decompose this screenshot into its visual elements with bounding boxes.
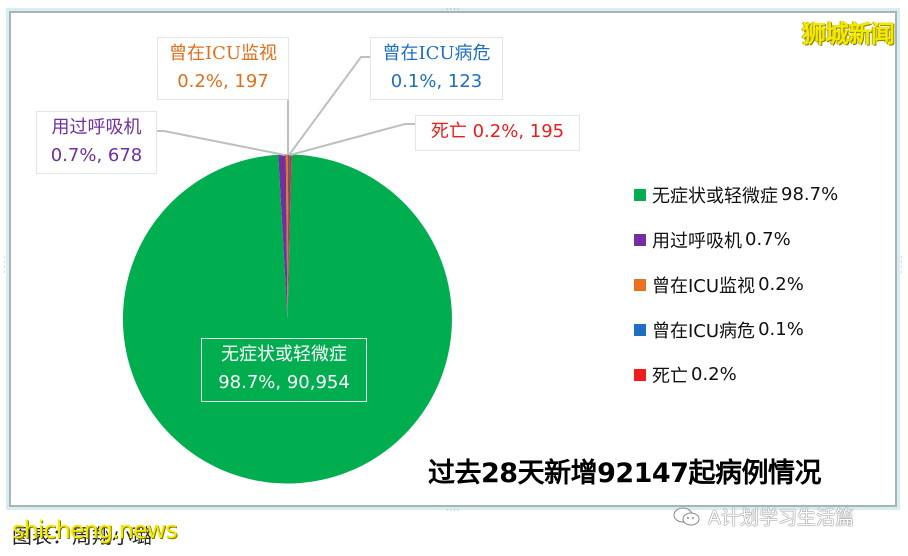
wechat-watermark-text: A计划学习生活篇 [708,507,854,529]
pie-slices [122,154,452,484]
legend-percent: 0.2% [691,364,737,385]
legend-item-ventilator: 用过呼吸机 0.7% [634,217,884,262]
data-label-icu-critical: 曾在ICU病危 0.1%, 123 [370,37,503,100]
data-label-value: 0.2%, 197 [177,71,269,92]
chart-legend: 无症状或轻微症 98.7% 用过呼吸机 0.7% 曾在ICU监视 0.2% 曾在… [634,172,884,397]
slice-icu-critical [287,154,290,319]
data-label-icu-monitor: 曾在ICU监视 0.2%, 197 [157,37,289,100]
legend-swatch-icon [634,188,646,201]
data-label-name: 曾在ICU监视 [168,43,278,64]
data-label-death: 死亡 0.2%, 195 [415,115,580,151]
resize-handle-right[interactable]: · · · · [900,253,904,277]
legend-item-mild: 无症状或轻微症 98.7% [634,172,884,217]
resize-handle-bottom[interactable]: ···· [446,506,461,515]
brand-logo: 狮城新闻 [802,20,895,48]
slice-death [287,154,292,319]
chart-frame-outer [6,8,900,510]
legend-swatch-icon [634,368,646,381]
legend-label: 曾在ICU病危 [652,320,756,342]
data-label-name: 死亡 [430,121,467,142]
legend-swatch-icon [634,233,646,246]
legend-percent: 0.7% [745,229,791,250]
site-watermark: shicheng.news [12,516,178,544]
slice-ventilator [278,154,288,319]
data-label-name: 无症状或轻微症 [221,344,347,365]
data-label-value: 0.2%, 195 [472,121,565,142]
legend-label: 死亡 [652,365,688,387]
data-label-value: 0.1%, 123 [390,71,483,92]
leader-lines [156,56,415,156]
wechat-icon [673,507,700,525]
legend-item-icu-critical: 曾在ICU病危 0.1% [634,307,884,352]
leader-line-ventilator [156,130,286,156]
legend-label: 用过呼吸机 [652,230,742,252]
wechat-watermark: A计划学习生活篇 [672,503,854,530]
data-label-name: 曾在ICU病危 [382,43,491,64]
legend-item-icu-monitor: 曾在ICU监视 0.2% [634,262,884,307]
data-label-value: 0.7%, 678 [50,145,143,166]
legend-percent: 98.7% [781,184,839,205]
data-label-mild: 无症状或轻微症 98.7%, 90,954 [201,338,367,402]
leader-line-death [289,123,415,156]
chart-title: 过去28天新增92147起病例情况 [428,458,822,489]
resize-handle-top[interactable]: ···· [446,5,461,14]
legend-percent: 0.1% [758,319,804,340]
resize-handle-left[interactable]: · · · · [3,253,7,277]
data-label-name: 用过呼吸机 [51,117,142,138]
leader-line-icu-critical [288,56,370,156]
data-label-ventilator: 用过呼吸机 0.7%, 678 [36,111,157,174]
data-label-value: 98.7%, 90,954 [218,372,350,393]
legend-item-death: 死亡 0.2% [634,352,884,397]
slice-icu-monitor [285,154,288,319]
legend-label: 曾在ICU监视 [652,275,756,297]
chart-caption: 图表：周翔小璐 [12,524,152,548]
legend-percent: 0.2% [758,274,804,295]
legend-swatch-icon [634,323,646,336]
legend-swatch-icon [634,278,646,291]
legend-label: 无症状或轻微症 [652,185,778,207]
